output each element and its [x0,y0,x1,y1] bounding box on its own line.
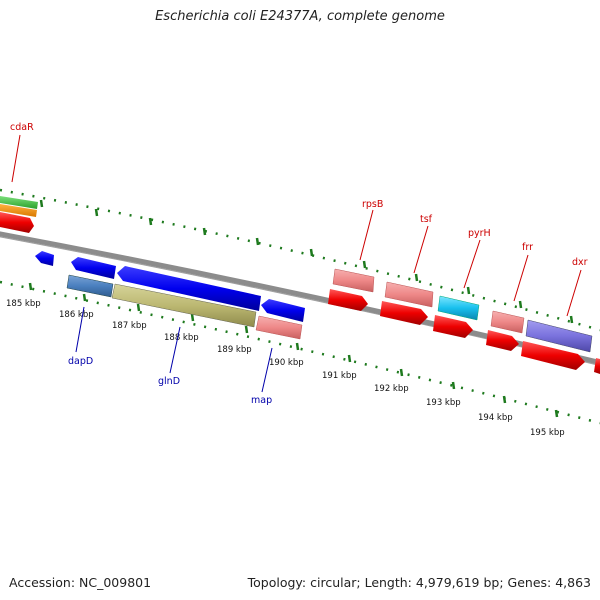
leader-frr [513,254,529,302]
feature-dapD-region[interactable] [71,257,116,279]
feature-cdaR-arrow[interactable] [0,212,34,233]
feature-red-arrow-3[interactable] [433,315,473,338]
kbp-label-190: 190 kbp [269,358,304,368]
kbp-label-193: 193 kbp [426,398,461,408]
map-title: Escherichia coli E24377A, complete genom… [155,9,445,24]
leader-tsf [413,225,429,274]
feature-right-edge[interactable] [594,358,600,374]
topology-label: Topology: circular; Length: 4,979,619 bp… [247,575,591,590]
leader-map [261,347,273,393]
feature-glnD-blue[interactable] [117,266,261,311]
kbp-label-191: 191 kbp [322,371,357,381]
kbp-label-195: 195 kbp [530,428,565,438]
leader-dapD [75,306,85,353]
gene-label-dxr: dxr [572,257,588,268]
feature-frr[interactable] [490,310,525,334]
upper-tick-ruler [0,188,600,332]
leader-rpsB [359,209,374,261]
feature-red-arrow-2[interactable] [380,301,428,325]
feature-map[interactable] [255,315,303,340]
feature-map-blue[interactable] [261,299,305,322]
leader-pyrH [463,239,481,289]
feature-red-arrow-5[interactable] [521,341,585,370]
feature-dxr[interactable] [525,319,593,353]
feature-blue-small[interactable] [35,251,54,266]
kbp-label-192: 192 kbp [374,384,409,394]
leader-cdaR [11,134,21,183]
gene-label-frr: frr [522,242,533,253]
feature-pyrH[interactable] [437,295,480,321]
leader-glnD [169,326,181,374]
kbp-label-189: 189 kbp [217,345,252,355]
lower-major-ticks [28,282,559,418]
feature-dapD[interactable] [66,274,114,298]
kbp-label-187: 187 kbp [112,321,147,331]
feature-orange[interactable] [0,204,37,217]
feature-green[interactable] [0,196,38,209]
kbp-label-185: 185 kbp [6,299,41,309]
feature-glnD[interactable] [111,283,257,328]
feature-red-arrow-1[interactable] [328,289,368,311]
feature-tsf[interactable] [384,281,434,308]
upper-major-ticks [39,199,574,324]
kbp-label-194: 194 kbp [478,413,513,423]
gene-label-dapD: dapD [68,356,93,367]
genome-backbone-outer [0,231,600,366]
kbp-label-186: 186 kbp [59,310,94,320]
gene-label-rpsB: rpsB [362,199,383,210]
gene-label-map: map [251,395,272,406]
feature-red-arrow-4[interactable] [486,330,519,351]
kbp-label-188: 188 kbp [164,333,199,343]
lower-tick-ruler [0,280,600,425]
gene-label-tsf: tsf [420,214,433,225]
gene-label-cdaR: cdaR [10,122,34,133]
feature-rpsB[interactable] [332,268,375,293]
accession-label: Accession: NC_009801 [9,575,152,590]
gene-label-glnD: glnD [158,376,180,387]
gene-label-pyrH: pyrH [468,228,491,239]
leader-dxr [566,269,582,317]
